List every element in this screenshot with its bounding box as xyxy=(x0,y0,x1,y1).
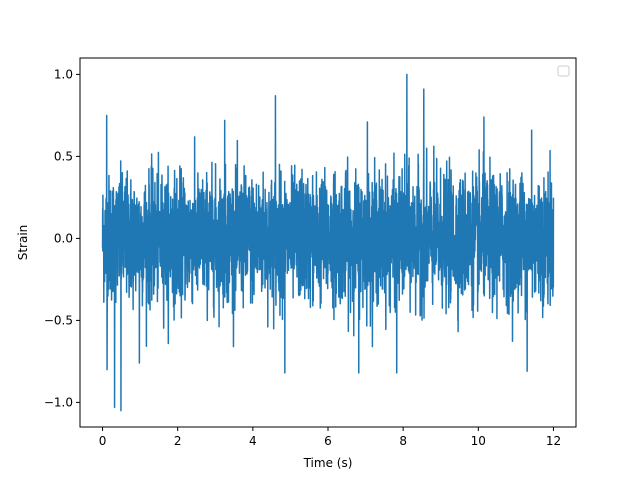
x-tick-label: 12 xyxy=(546,434,561,448)
y-axis-ticks: −1.0 −0.5 0.0 0.5 1.0 xyxy=(44,67,80,409)
x-axis-label: Time (s) xyxy=(303,456,353,470)
x-tick-label: 2 xyxy=(174,434,182,448)
series-line xyxy=(101,73,555,412)
legend-box xyxy=(557,65,570,77)
x-tick-label: 8 xyxy=(399,434,407,448)
y-tick-label: 1.0 xyxy=(54,67,73,81)
x-axis-ticks: 0 2 4 6 8 10 12 xyxy=(99,427,561,448)
x-tick-label: 6 xyxy=(324,434,332,448)
y-tick-label: 0.5 xyxy=(54,149,73,163)
y-tick-label: −1.0 xyxy=(44,395,73,409)
x-tick-label: 0 xyxy=(99,434,107,448)
y-tick-label: −0.5 xyxy=(44,313,73,327)
x-tick-label: 10 xyxy=(471,434,486,448)
y-axis-label: Strain xyxy=(16,225,30,261)
x-tick-label: 4 xyxy=(249,434,257,448)
series-layer xyxy=(101,73,555,412)
y-tick-label: 0.0 xyxy=(54,231,73,245)
